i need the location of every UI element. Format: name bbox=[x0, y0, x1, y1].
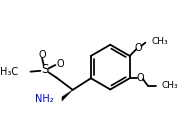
Text: O: O bbox=[38, 50, 46, 60]
Polygon shape bbox=[62, 90, 73, 101]
Text: S: S bbox=[41, 63, 48, 76]
Text: NH₂: NH₂ bbox=[35, 94, 54, 104]
Text: CH₃: CH₃ bbox=[162, 81, 178, 90]
Text: CH₃: CH₃ bbox=[151, 36, 168, 45]
Text: H₃C: H₃C bbox=[0, 68, 18, 77]
Text: O: O bbox=[56, 59, 64, 69]
Text: O: O bbox=[135, 43, 143, 53]
Text: O: O bbox=[137, 73, 144, 83]
